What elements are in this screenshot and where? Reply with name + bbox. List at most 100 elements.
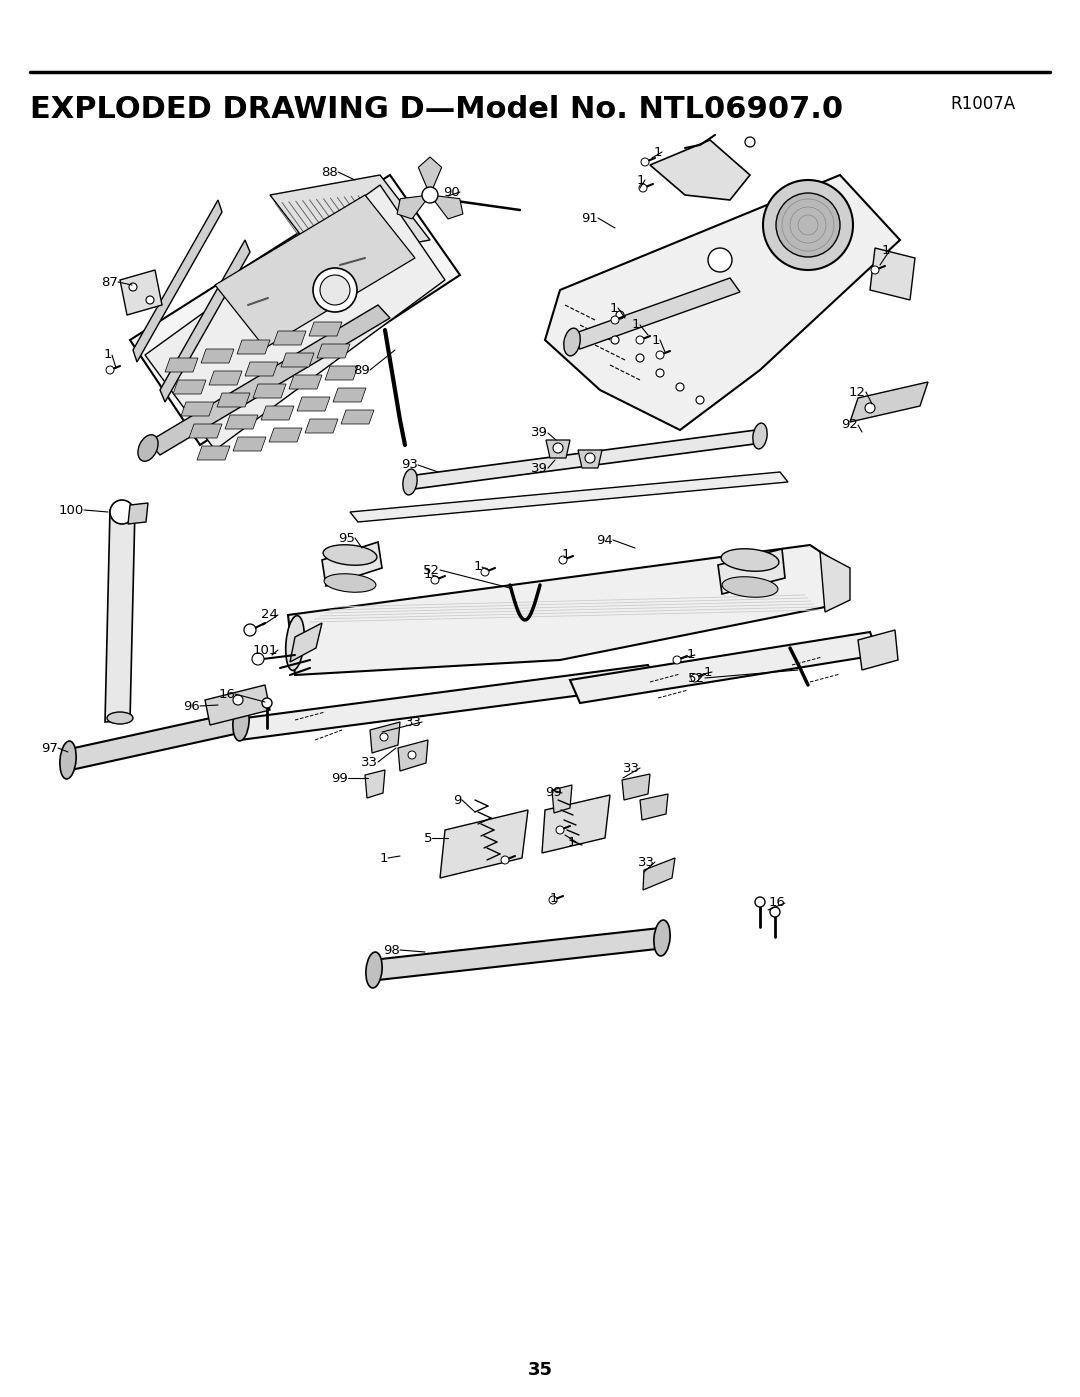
Text: 88: 88	[321, 165, 338, 179]
Text: 24: 24	[261, 609, 278, 622]
Polygon shape	[261, 407, 294, 420]
Polygon shape	[333, 388, 366, 402]
Polygon shape	[870, 249, 915, 300]
Polygon shape	[269, 427, 302, 441]
Text: 101: 101	[253, 644, 278, 657]
Polygon shape	[65, 712, 244, 770]
Ellipse shape	[753, 423, 767, 448]
Text: 33: 33	[361, 756, 378, 768]
Polygon shape	[430, 196, 463, 219]
Polygon shape	[570, 278, 740, 349]
Text: 1: 1	[609, 302, 618, 314]
Text: 33: 33	[638, 855, 654, 869]
Polygon shape	[289, 374, 322, 388]
Polygon shape	[718, 549, 785, 594]
Circle shape	[252, 652, 264, 665]
Circle shape	[585, 453, 595, 462]
Polygon shape	[130, 175, 460, 446]
Polygon shape	[440, 810, 528, 877]
Polygon shape	[570, 631, 878, 703]
Text: 1: 1	[423, 569, 432, 581]
Polygon shape	[233, 437, 266, 451]
Text: 100: 100	[58, 503, 84, 517]
Polygon shape	[820, 552, 850, 612]
Circle shape	[431, 576, 438, 584]
Polygon shape	[270, 175, 430, 260]
Ellipse shape	[723, 577, 778, 598]
Circle shape	[408, 752, 416, 759]
Circle shape	[770, 907, 780, 916]
Polygon shape	[201, 349, 234, 363]
Circle shape	[691, 673, 699, 682]
Polygon shape	[281, 353, 314, 367]
Text: 87: 87	[102, 275, 118, 289]
Text: 99: 99	[332, 771, 348, 785]
Text: 1: 1	[473, 560, 482, 574]
Polygon shape	[372, 928, 666, 981]
Circle shape	[380, 733, 388, 740]
Circle shape	[762, 180, 853, 270]
Text: 96: 96	[184, 700, 200, 712]
Polygon shape	[578, 450, 602, 468]
Polygon shape	[643, 858, 675, 890]
Text: 1: 1	[653, 145, 662, 158]
Text: 94: 94	[596, 534, 613, 546]
Polygon shape	[253, 384, 286, 398]
Text: EXPLODED DRAWING D—Model No. NTL06907.0: EXPLODED DRAWING D—Model No. NTL06907.0	[30, 95, 843, 124]
Polygon shape	[145, 184, 445, 450]
Text: 1: 1	[632, 319, 640, 331]
Polygon shape	[245, 362, 278, 376]
Polygon shape	[225, 415, 258, 429]
Circle shape	[422, 187, 438, 203]
Polygon shape	[305, 419, 338, 433]
Text: 98: 98	[383, 943, 400, 957]
Text: 52: 52	[688, 672, 705, 685]
Circle shape	[549, 895, 557, 904]
Circle shape	[676, 383, 684, 391]
Circle shape	[262, 698, 272, 708]
Polygon shape	[552, 785, 572, 813]
Text: 12: 12	[849, 386, 866, 398]
Polygon shape	[399, 740, 428, 771]
Polygon shape	[210, 372, 242, 386]
Text: R1007A: R1007A	[950, 95, 1015, 113]
Circle shape	[636, 353, 644, 362]
Circle shape	[556, 826, 564, 834]
Text: 97: 97	[41, 742, 58, 754]
Polygon shape	[160, 240, 249, 402]
Polygon shape	[350, 472, 788, 522]
Circle shape	[656, 369, 664, 377]
Polygon shape	[418, 156, 442, 196]
Text: 16: 16	[768, 897, 785, 909]
Text: 1: 1	[687, 648, 696, 662]
Polygon shape	[542, 795, 610, 854]
Text: 35: 35	[527, 1361, 553, 1379]
Circle shape	[501, 856, 509, 863]
Circle shape	[559, 556, 567, 564]
Ellipse shape	[138, 434, 158, 461]
Text: 93: 93	[401, 458, 418, 472]
Polygon shape	[546, 440, 570, 458]
Text: 9: 9	[454, 793, 462, 806]
Circle shape	[233, 694, 243, 705]
Text: 33: 33	[623, 761, 640, 774]
Polygon shape	[133, 200, 222, 362]
Polygon shape	[173, 380, 206, 394]
Polygon shape	[129, 503, 148, 524]
Polygon shape	[181, 402, 214, 416]
Polygon shape	[230, 665, 658, 740]
Text: 90: 90	[443, 186, 460, 198]
Text: 1: 1	[104, 348, 112, 362]
Polygon shape	[408, 430, 762, 489]
Text: 99: 99	[545, 787, 562, 799]
Circle shape	[611, 316, 619, 324]
Circle shape	[636, 337, 644, 344]
Ellipse shape	[653, 921, 670, 956]
Ellipse shape	[564, 328, 580, 356]
Ellipse shape	[107, 712, 133, 724]
Polygon shape	[217, 393, 249, 407]
Polygon shape	[197, 446, 230, 460]
Circle shape	[313, 268, 357, 312]
Text: 5: 5	[423, 831, 432, 845]
Polygon shape	[365, 770, 384, 798]
